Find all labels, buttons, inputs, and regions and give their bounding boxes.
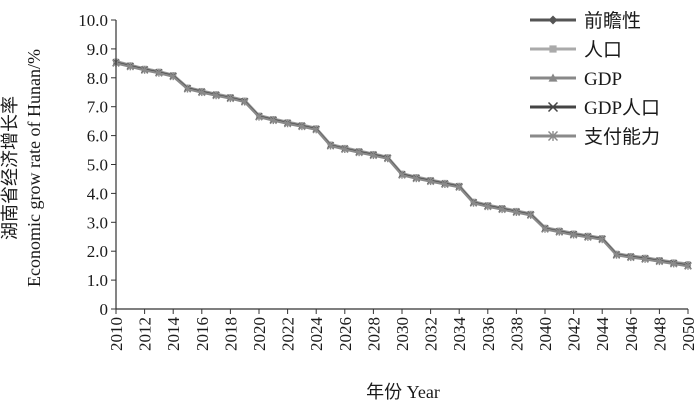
y-tick-label: 6.0 (87, 127, 108, 146)
data-point (548, 73, 558, 82)
y-axis-title-line1: 湖南省经济增长率 (0, 96, 20, 240)
data-point (412, 174, 420, 183)
legend-label: GDP人口 (584, 97, 660, 119)
data-point (326, 142, 335, 150)
y-axis-title: 湖南省经济增长率 Economic grow rate of Hunan/% (0, 49, 44, 287)
data-point (527, 211, 535, 220)
x-tick-label: 2010 (107, 317, 126, 351)
y-tick-label: 0 (100, 300, 109, 319)
legend-item: GDP人口 (530, 97, 660, 119)
y-tick-label: 7.0 (87, 98, 108, 117)
legend-label: 支付能力 (584, 126, 660, 148)
x-tick-label: 2040 (536, 317, 555, 351)
legend-item: GDP (530, 69, 622, 90)
data-point (641, 255, 649, 263)
data-point (455, 183, 463, 192)
data-point (369, 151, 378, 160)
data-point (226, 94, 235, 103)
x-axis-ticks: 2010 2012 2014 2016 2018 2020 2022 2024 2026 2028… (107, 309, 698, 351)
x-tick-label: 2026 (336, 317, 355, 351)
x-tick-label: 2022 (279, 317, 298, 351)
x-tick-label: 2014 (164, 317, 183, 352)
data-point (212, 92, 220, 100)
data-point (126, 63, 134, 71)
y-tick-label: 3.0 (87, 213, 108, 232)
data-point (241, 98, 249, 106)
x-tick-label: 2024 (307, 317, 326, 352)
data-point (426, 177, 435, 186)
y-tick-label: 9.0 (87, 40, 108, 59)
legend-item: 人口 (530, 39, 622, 61)
data-point (355, 148, 363, 157)
data-point (469, 199, 478, 207)
y-tick-label: 4.0 (87, 184, 108, 203)
x-tick-label: 2036 (479, 317, 498, 351)
y-tick-label: 10.0 (78, 11, 108, 30)
x-tick-label: 2012 (136, 317, 155, 351)
data-point (441, 180, 449, 189)
legend-label: GDP (584, 69, 622, 90)
data-point (255, 113, 263, 121)
data-point (548, 15, 558, 25)
data-point (484, 202, 492, 211)
x-axis-title: 年份 Year (366, 382, 440, 402)
data-point (169, 72, 177, 81)
data-point (312, 126, 320, 134)
x-tick-label: 2046 (622, 317, 641, 351)
legend-item: 支付能力 (530, 126, 660, 148)
x-tick-label: 2028 (364, 317, 383, 351)
data-point (283, 120, 292, 128)
data-point (155, 69, 163, 77)
data-point (512, 208, 521, 217)
y-tick-label: 8.0 (87, 69, 108, 88)
legend-item: 前瞻性 (530, 10, 641, 32)
data-point (569, 231, 578, 239)
data-point (584, 233, 592, 242)
data-point (198, 88, 206, 97)
data-point (555, 228, 563, 236)
data-point (140, 66, 149, 74)
data-point (384, 155, 392, 163)
data-point (269, 116, 277, 125)
y-tick-label: 5.0 (87, 156, 108, 175)
y-axis-title-line2: Economic grow rate of Hunan/% (24, 49, 44, 287)
x-tick-label: 2020 (250, 317, 269, 351)
data-point (612, 251, 621, 259)
x-tick-label: 2050 (679, 317, 698, 351)
data-point (547, 101, 559, 113)
x-tick-label: 2044 (593, 317, 612, 352)
x-tick-label: 2038 (507, 317, 526, 351)
data-point (341, 145, 349, 154)
x-tick-label: 2032 (422, 317, 441, 351)
x-tick-label: 2034 (450, 317, 469, 352)
legend-label: 人口 (584, 39, 622, 61)
data-point (548, 131, 558, 141)
data-point (298, 122, 306, 131)
x-tick-label: 2030 (393, 317, 412, 351)
data-point (549, 45, 557, 53)
data-point (670, 260, 678, 268)
legend-label: 前瞻性 (584, 10, 641, 32)
data-point (541, 225, 549, 233)
data-point (655, 257, 664, 266)
y-tick-label: 1.0 (87, 271, 108, 290)
data-point (684, 262, 692, 270)
data-point (398, 171, 406, 179)
series-layer (112, 58, 692, 270)
x-tick-label: 2018 (221, 317, 240, 351)
data-point (183, 85, 192, 93)
y-tick-label: 2.0 (87, 242, 108, 261)
y-axis-ticks: 0 1.0 2.0 3.0 4.0 5.0 6.0 7.0 8.0 9.0 10.0 (78, 11, 116, 319)
data-point (627, 253, 635, 262)
series-5 (112, 59, 692, 270)
x-tick-label: 2016 (193, 317, 212, 351)
data-point (498, 205, 506, 214)
data-point (598, 235, 606, 244)
x-tick-label: 2048 (650, 317, 669, 351)
x-tick-label: 2042 (565, 317, 584, 351)
